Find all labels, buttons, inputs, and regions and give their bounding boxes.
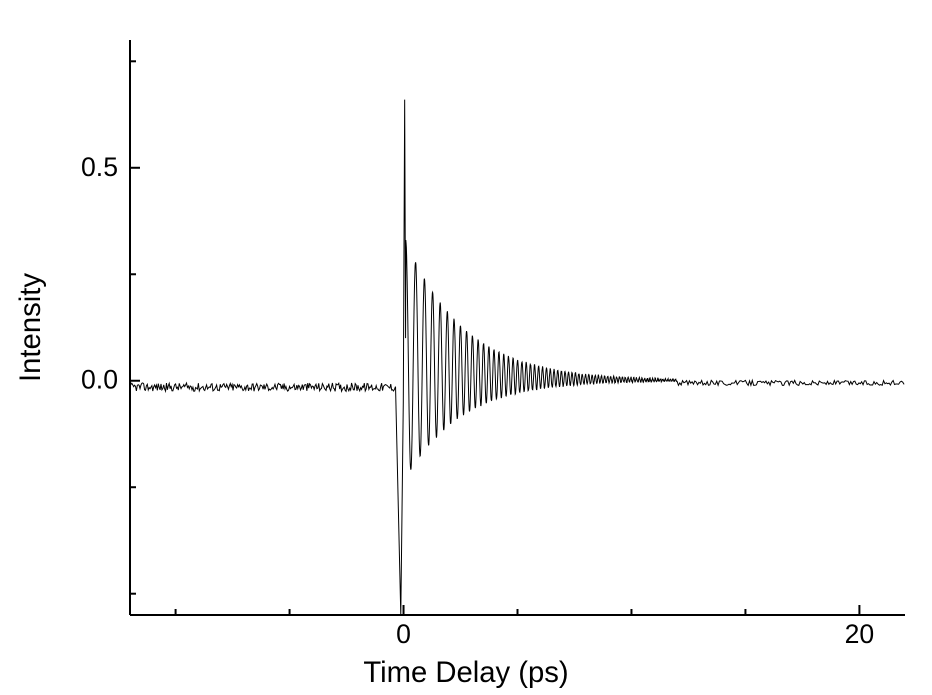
- y-tick-label: 0.5: [81, 152, 118, 182]
- intensity-time-delay-chart: 0 20 0.0 0.5 Intensity Intensity Time Delay …: [0, 0, 932, 695]
- y-tick-label: 0.0: [81, 365, 118, 395]
- x-axis-label: Time Delay (ps): [0, 657, 932, 690]
- chart-svg: 0 20 0.0 0.5 Intensity: [0, 0, 932, 695]
- y-axis-label-svg: Intensity: [15, 273, 47, 382]
- intensity-trace: [130, 100, 904, 615]
- x-tick-label: 0: [396, 619, 411, 649]
- x-tick-label: 20: [845, 619, 875, 649]
